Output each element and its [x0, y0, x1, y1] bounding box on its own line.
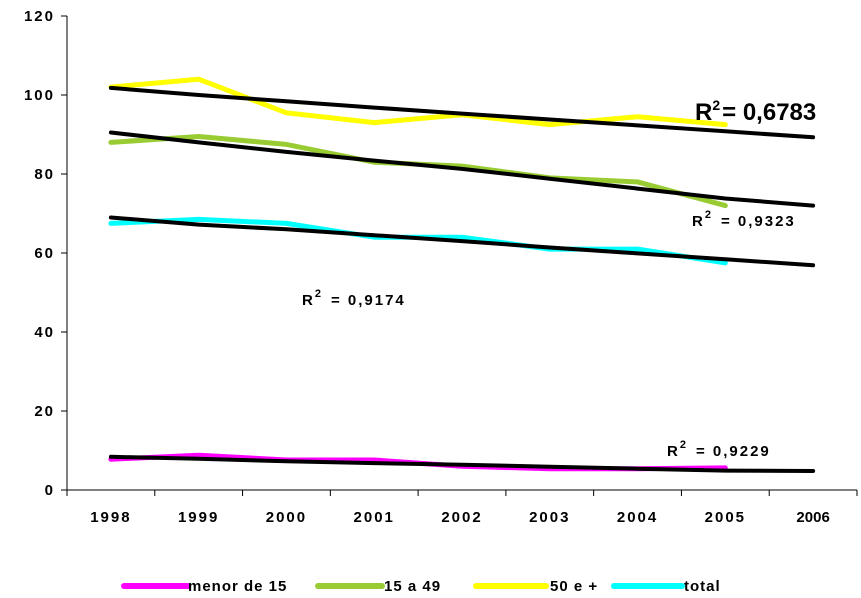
y-tick-label: 80 [34, 166, 55, 183]
r2-label-total: R2 = 0,9174 [302, 288, 406, 309]
y-tick-label: 120 [24, 8, 55, 25]
series-line-2 [108, 76, 728, 128]
label-layer: R2 = 0,9229 R2 = 0,9323 R2= 0,6783 R2 = 0,9… [302, 97, 816, 460]
x-tick-label: 2006 [796, 509, 829, 526]
trend-layer [108, 85, 816, 473]
x-tick-label: 2004 [617, 509, 658, 526]
y-tick-label: 0 [45, 482, 55, 499]
axes: 0 20 40 60 80 100 120 1998 1999 2000 2001 2002 2003 2… [24, 8, 858, 526]
legend-label-menor: menor de 15 [188, 578, 287, 595]
legend: menor de 15 15 a 49 50 e + total [121, 578, 721, 595]
series-line-1 [108, 134, 728, 209]
r2-label-menor: R2 = 0,9229 [667, 439, 771, 460]
r2-label-50plus: R2= 0,6783 [695, 97, 816, 126]
trendline-2 [108, 85, 816, 140]
y-tick-label: 100 [24, 87, 55, 104]
x-tick-label: 2005 [705, 509, 746, 526]
trendline-3 [108, 215, 816, 268]
y-tick-label: 40 [34, 324, 55, 341]
legend-label-50plus: 50 e + [550, 578, 598, 595]
y-tick-label: 20 [34, 403, 55, 420]
x-tick-label: 2003 [529, 509, 570, 526]
x-tick-label: 2000 [266, 509, 307, 526]
series-layer [108, 76, 728, 472]
legend-label-15-49: 15 a 49 [384, 578, 441, 595]
trendline-0 [108, 454, 816, 473]
x-tick-label: 2001 [354, 509, 395, 526]
x-tick-label: 2002 [441, 509, 482, 526]
x-tick-label: 1999 [178, 509, 219, 526]
r2-label-15-49: R2 = 0,9323 [692, 209, 796, 230]
legend-label-total: total [684, 578, 721, 595]
y-tick-label: 60 [34, 245, 55, 262]
x-tick-label: 1998 [90, 509, 131, 526]
trendline-1 [108, 130, 816, 208]
